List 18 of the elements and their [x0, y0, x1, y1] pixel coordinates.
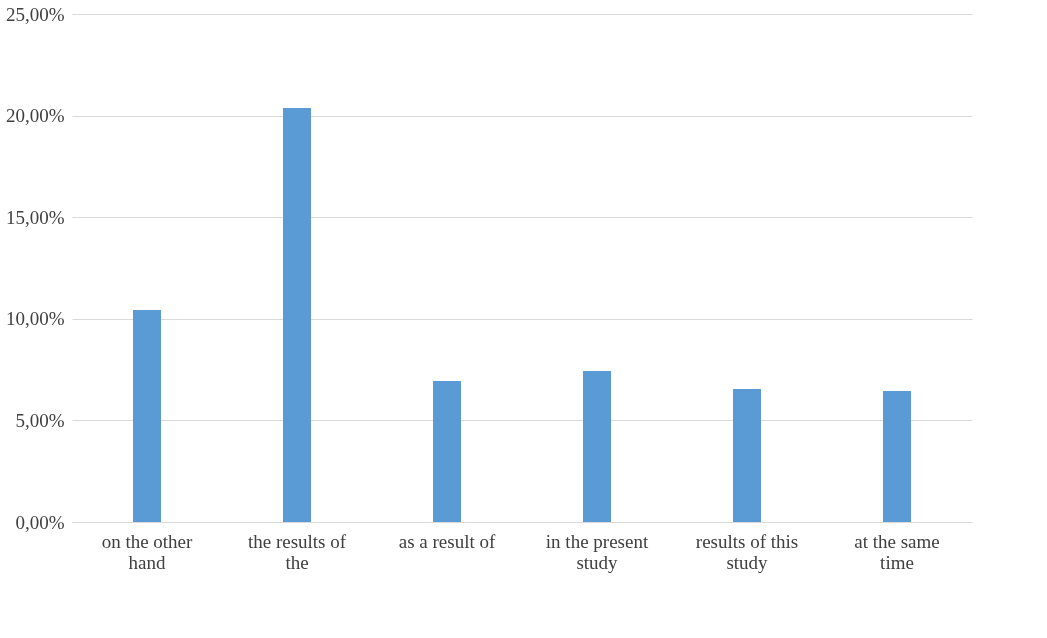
- bar: [583, 371, 611, 522]
- x-tick-label: on the other hand: [101, 530, 194, 573]
- y-tick-label: 25,00%: [5, 3, 65, 25]
- bar: [133, 310, 161, 522]
- y-tick-label: 15,00%: [5, 206, 65, 228]
- y-tick-label: 0,00%: [15, 511, 65, 533]
- x-tick-label: as a result of: [398, 530, 496, 552]
- bar: [433, 380, 461, 522]
- x-tick-label: in the present study: [545, 530, 649, 573]
- y-tick-label: 20,00%: [5, 105, 65, 127]
- y-tick-label: 5,00%: [15, 409, 65, 431]
- x-tick-label: at the same time: [854, 530, 940, 573]
- x-tick-label: results of this study: [695, 530, 799, 573]
- y-tick-label: 10,00%: [5, 308, 65, 330]
- bar: [733, 388, 761, 522]
- bar: [283, 108, 311, 522]
- bar: [883, 390, 911, 522]
- x-tick-label: the results of the: [247, 530, 347, 573]
